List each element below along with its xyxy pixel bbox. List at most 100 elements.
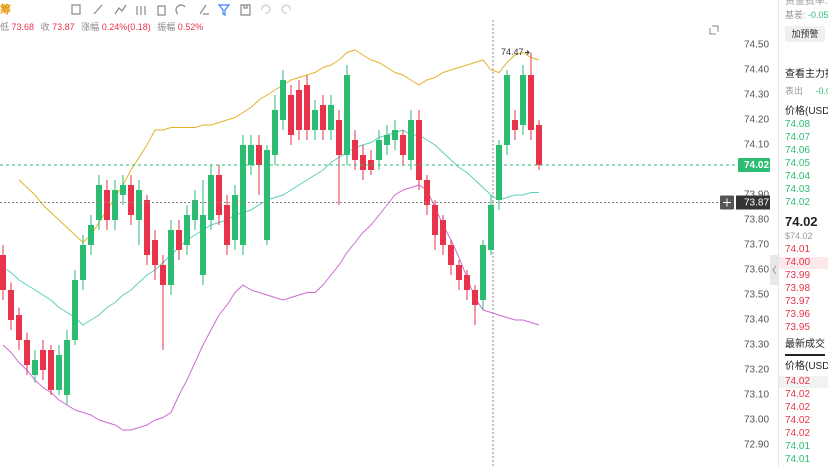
candle-body: [200, 215, 206, 275]
candle-body: [280, 80, 286, 120]
tool-icon[interactable]: [217, 4, 231, 16]
band-line: [2, 129, 539, 326]
stats-bar: 低 73.68 收 73.87 涨幅 0.24%(0.18) 振幅 0.52%: [0, 20, 207, 33]
candle-body: [136, 190, 142, 220]
bid-price: 73.97: [785, 296, 811, 307]
tab-underline: [785, 354, 825, 356]
candle-body: [0, 255, 6, 290]
candle-body: [88, 225, 94, 245]
candle-body: [416, 120, 422, 180]
ask-price: 74.05: [785, 158, 811, 169]
candle-body: [472, 290, 478, 305]
trade-price: 74.02: [785, 428, 811, 439]
stat-label: 涨幅: [81, 22, 100, 32]
candle-body: [32, 360, 38, 375]
y-tick-label: 74.10: [744, 140, 769, 151]
y-tick-label: 73.50: [744, 290, 769, 301]
basis: 基差: -0.05: [785, 9, 828, 21]
candle-body: [120, 185, 126, 195]
candle-body: [304, 85, 310, 130]
y-tick-label: 74.20: [744, 115, 769, 126]
panel-toggle[interactable]: [770, 255, 778, 285]
y-tick-label: 74.50: [744, 40, 769, 51]
basis-value: -0.05: [808, 10, 828, 20]
candle-body: [168, 230, 174, 285]
candle-body: [432, 205, 438, 235]
trade-price: 74.01: [785, 441, 811, 452]
candle-body: [328, 105, 334, 130]
side-panel: 资金费率: 基差: -0.05 加预警 查看主力持 表出 -0.08 价格(US…: [778, 0, 828, 466]
alert-button[interactable]: 加预警: [785, 26, 825, 42]
tool-icon[interactable]: [261, 4, 271, 14]
ask-price: 74.08: [785, 119, 811, 130]
candle-body: [16, 315, 22, 340]
candle-body: [288, 95, 294, 135]
bid-price: 73.99: [785, 270, 811, 281]
expand-icon[interactable]: [709, 25, 719, 35]
candle-body: [520, 75, 526, 125]
tool-icon[interactable]: [136, 6, 146, 15]
candle-body: [40, 350, 46, 370]
candle-body: [480, 245, 486, 300]
candle-body: [352, 140, 358, 160]
tool-icon[interactable]: [199, 4, 209, 15]
candle-body: [248, 145, 254, 165]
stat-value: 0.24%(0.18): [101, 22, 151, 32]
candle-body: [232, 195, 238, 240]
y-tick-label: 72.90: [744, 440, 769, 451]
candle-body: [360, 155, 366, 170]
candle-body: [440, 220, 446, 245]
tool-icon[interactable]: [240, 4, 251, 16]
logo: 筹: [0, 4, 11, 16]
toggle-arrow: [772, 265, 777, 275]
ask-price: 74.04: [785, 171, 811, 182]
y-tick-label: 74.30: [744, 90, 769, 101]
ask-price: 74.03: [785, 184, 811, 195]
trade-price: 74.02: [785, 389, 811, 400]
candle-body: [512, 120, 518, 130]
stat-label: 低: [0, 22, 10, 32]
bid-price: 74.00: [779, 257, 828, 269]
candle-body: [80, 245, 86, 280]
candle-body: [456, 265, 462, 280]
trade-price: 74.02: [779, 376, 828, 388]
candle-body: [536, 125, 542, 165]
tool-icon[interactable]: [157, 5, 166, 16]
bid-price: 73.98: [785, 283, 811, 294]
tool-icon[interactable]: [175, 4, 186, 15]
main-force-link[interactable]: 查看主力持: [785, 69, 828, 80]
trade-price: 74.01: [785, 454, 811, 465]
y-tick-label: 73.70: [744, 240, 769, 251]
tool-icon[interactable]: [93, 4, 103, 15]
trades-header: 价格(USDT: [785, 361, 828, 372]
ask-price: 74.02: [785, 197, 811, 208]
high-marker-arrow: [525, 50, 530, 55]
candle-body: [296, 90, 302, 130]
tool-icon[interactable]: [71, 4, 81, 15]
plus-icon: [723, 198, 731, 207]
candle-body: [392, 130, 398, 140]
flow: 表出 -0.08: [785, 85, 828, 97]
candle-body: [344, 75, 350, 155]
stat-value: 73.68: [11, 22, 35, 32]
candle-body: [64, 340, 70, 395]
candle-body: [504, 75, 510, 145]
tool-icon[interactable]: [281, 4, 291, 14]
candle-body: [384, 135, 390, 145]
candle-body: [216, 175, 222, 215]
candle-body: [128, 185, 134, 215]
stat-value: 73.87: [52, 22, 75, 32]
candle-body: [104, 190, 110, 220]
candle-body: [408, 120, 414, 160]
tool-icon[interactable]: [114, 4, 127, 15]
last-price-label: 74.02: [744, 160, 769, 171]
candle-body: [24, 340, 30, 365]
chart: 74.50 74.40 74.30 74.20 74.10 73.90 73.80 73.70…: [0, 4, 778, 466]
candle-body: [320, 105, 326, 130]
candle-body: [272, 110, 278, 155]
y-tick-label: 73.00: [744, 415, 769, 426]
toolbar: [71, 4, 291, 16]
bid-price: 73.96: [785, 309, 811, 320]
band-line: [2, 184, 540, 431]
